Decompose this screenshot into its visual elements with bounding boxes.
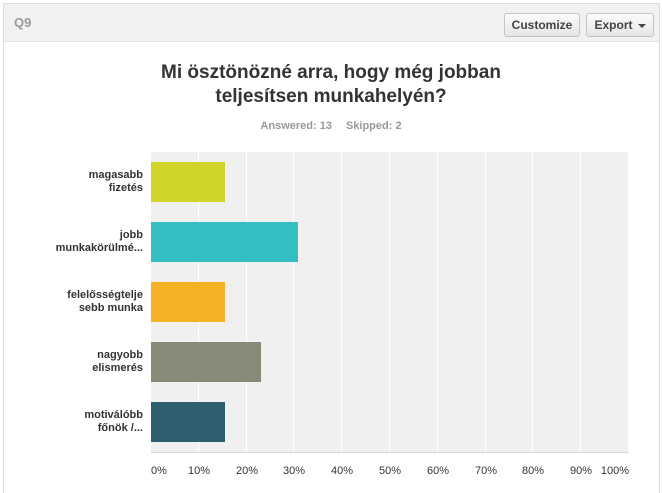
answered-count: Answered: 13 xyxy=(260,120,332,132)
x-tick-label: 90% xyxy=(569,465,593,477)
caret-down-icon xyxy=(637,23,646,28)
category-label: motiválóbb főnök /... xyxy=(30,409,143,435)
x-axis-line xyxy=(151,452,629,453)
category-label-line: fizetés xyxy=(108,182,143,194)
category-label: jobb munkakörülmé... xyxy=(30,229,143,255)
customize-button[interactable]: Customize xyxy=(504,13,580,37)
response-stats: Answered: 13 Skipped: 2 xyxy=(0,120,662,132)
chart-plot-area xyxy=(151,152,629,452)
bar[interactable] xyxy=(151,282,225,322)
export-button[interactable]: Export xyxy=(586,13,654,37)
gridline xyxy=(580,152,581,452)
bar[interactable] xyxy=(151,342,261,382)
x-tick-label: 30% xyxy=(282,465,306,477)
x-tick-label: 0% xyxy=(151,465,167,477)
gridline xyxy=(628,152,629,452)
category-label-line: magasabb xyxy=(88,169,143,181)
category-label-line: sebb munka xyxy=(78,302,143,314)
x-tick-label: 80% xyxy=(521,465,545,477)
category-label-line: motiválóbb xyxy=(84,409,143,421)
category-label-line: elismerés xyxy=(92,362,143,374)
gridline xyxy=(293,152,294,452)
category-label-line: jobb xyxy=(119,229,143,241)
category-label-line: felelősségtelje xyxy=(67,289,143,301)
chart-title-line-1: Mi ösztönözné arra, hogy még jobban xyxy=(161,62,501,83)
bar[interactable] xyxy=(151,402,225,442)
gridline xyxy=(246,152,247,452)
question-number: Q9 xyxy=(14,15,32,30)
x-tick-label: 20% xyxy=(235,465,259,477)
x-tick-label: 10% xyxy=(187,465,211,477)
category-label-line: főnök /... xyxy=(97,422,143,434)
gridline xyxy=(532,152,533,452)
category-label-line: munkakörülmé... xyxy=(55,242,143,254)
x-tick-label: 60% xyxy=(426,465,450,477)
skipped-count: Skipped: 2 xyxy=(345,120,402,132)
category-label: nagyobb elismerés xyxy=(30,349,143,375)
chart-title: Mi ösztönözné arra, hogy még jobban telj… xyxy=(0,61,662,109)
chart-title-line-2: teljesítsen munkahelyén? xyxy=(215,86,447,107)
category-label-line: nagyobb xyxy=(97,349,143,361)
x-tick-label: 40% xyxy=(330,465,354,477)
gridline xyxy=(485,152,486,452)
bar[interactable] xyxy=(151,222,298,262)
panel-header: Q9 Customize Export xyxy=(4,4,659,42)
bar[interactable] xyxy=(151,162,225,202)
gridline xyxy=(341,152,342,452)
gridline xyxy=(437,152,438,452)
category-label: magasabb fizetés xyxy=(30,169,143,195)
x-tick-label: 70% xyxy=(474,465,498,477)
export-button-label: Export xyxy=(594,18,633,32)
gridline xyxy=(389,152,390,452)
category-label: felelősségtelje sebb munka xyxy=(30,289,143,315)
x-tick-label: 50% xyxy=(378,465,402,477)
x-tick-label: 100% xyxy=(600,465,630,477)
